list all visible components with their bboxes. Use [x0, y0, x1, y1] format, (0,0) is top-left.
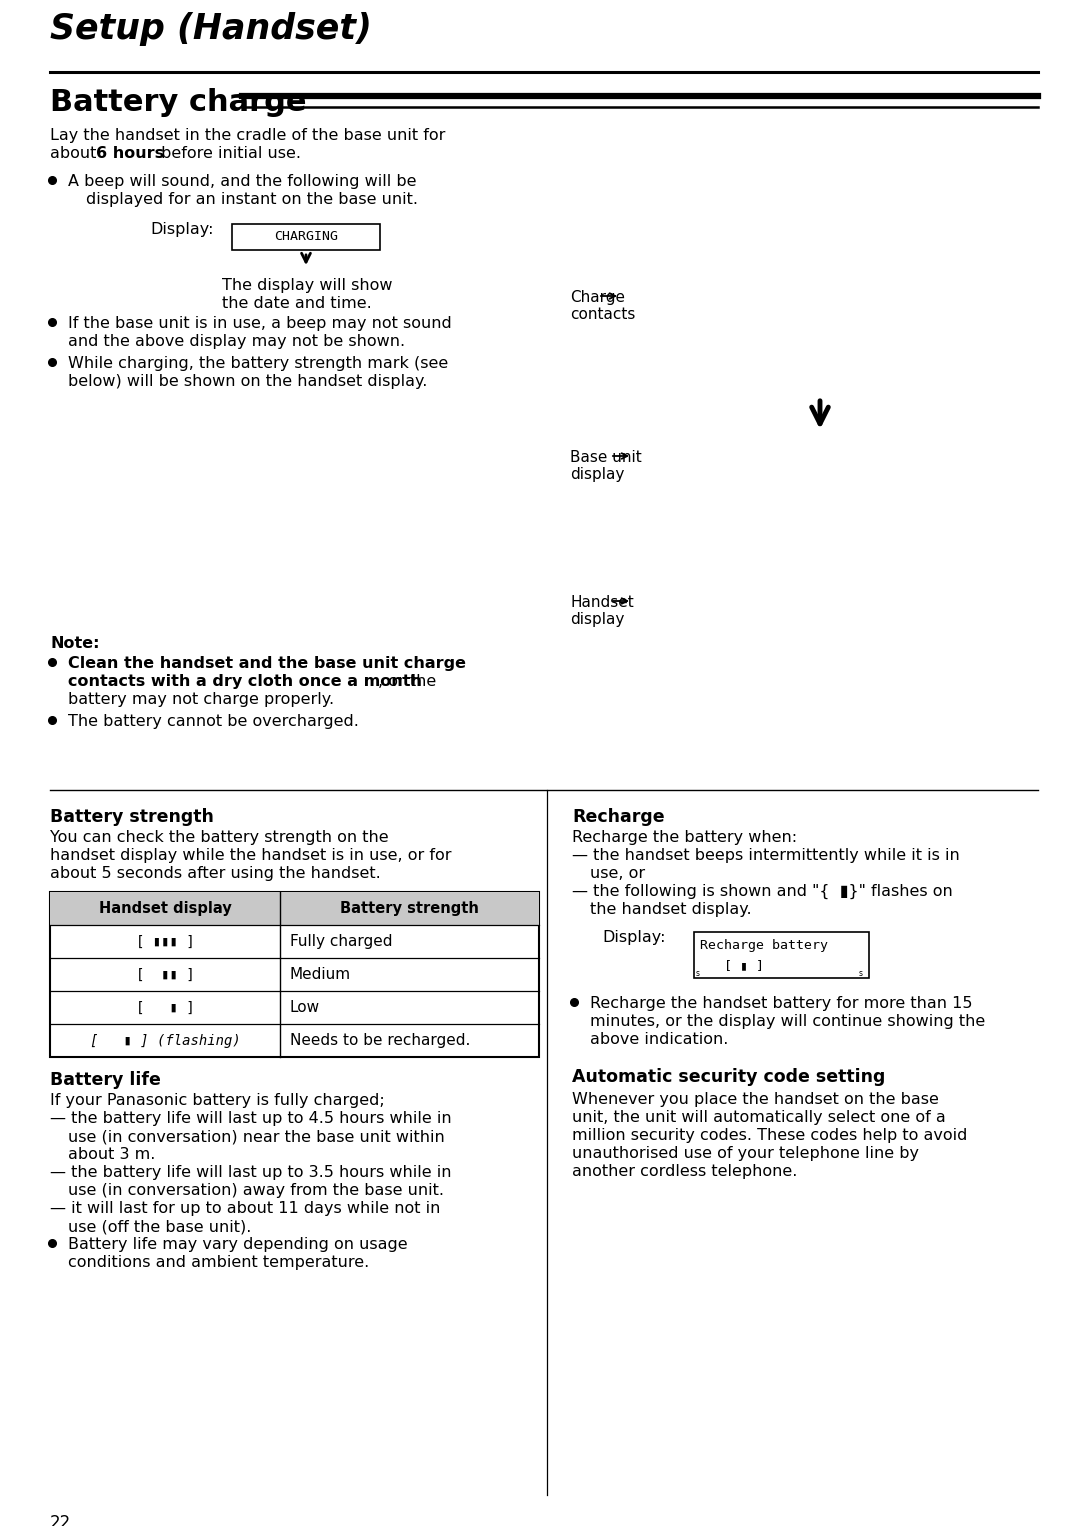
Text: — the following is shown and "{  ▮}" flashes on: — the following is shown and "{ ▮}" flas… — [572, 884, 953, 899]
Text: and the above display may not be shown.: and the above display may not be shown. — [68, 334, 405, 349]
Text: Low: Low — [289, 1000, 320, 1015]
Text: If the base unit is in use, a beep may not sound: If the base unit is in use, a beep may n… — [68, 316, 451, 331]
Text: Battery strength: Battery strength — [340, 900, 478, 916]
Text: You can check the battery strength on the: You can check the battery strength on th… — [50, 830, 389, 845]
Bar — [694, 932, 869, 978]
Text: conditions and ambient temperature.: conditions and ambient temperature. — [68, 1254, 369, 1270]
Text: [   ▮ ]: [ ▮ ] — [136, 1001, 194, 1015]
Bar — [232, 224, 380, 250]
Text: another cordless telephone.: another cordless telephone. — [572, 1164, 797, 1180]
Text: Handset display: Handset display — [98, 900, 231, 916]
Text: Recharge the battery when:: Recharge the battery when: — [572, 830, 797, 845]
Text: Recharge battery: Recharge battery — [700, 940, 828, 952]
Text: the date and time.: the date and time. — [222, 296, 372, 311]
Text: Base unit
display: Base unit display — [570, 450, 642, 482]
Text: below) will be shown on the handset display.: below) will be shown on the handset disp… — [68, 374, 428, 389]
Text: Setup (Handset): Setup (Handset) — [50, 12, 372, 46]
Text: Whenever you place the handset on the base: Whenever you place the handset on the ba… — [572, 1093, 939, 1106]
Text: Lay the handset in the cradle of the base unit for: Lay the handset in the cradle of the bas… — [50, 128, 445, 143]
Text: Medium: Medium — [289, 967, 351, 983]
Text: use, or: use, or — [590, 865, 645, 881]
Text: use (in conversation) near the base unit within: use (in conversation) near the base unit… — [68, 1129, 445, 1144]
Text: [ ▮▮▮ ]: [ ▮▮▮ ] — [136, 934, 194, 949]
Text: about 5 seconds after using the handset.: about 5 seconds after using the handset. — [50, 865, 381, 881]
Text: s: s — [696, 969, 700, 978]
Text: Display:: Display: — [602, 929, 665, 945]
Text: While charging, the battery strength mark (see: While charging, the battery strength mar… — [68, 356, 448, 371]
Text: — it will last for up to about 11 days while not in: — it will last for up to about 11 days w… — [50, 1201, 441, 1216]
Bar — [50, 893, 539, 925]
Text: Note:: Note: — [50, 636, 99, 652]
Text: displayed for an instant on the base unit.: displayed for an instant on the base uni… — [86, 192, 418, 208]
Text: , or the: , or the — [378, 674, 436, 690]
Text: [ ▮ ]: [ ▮ ] — [724, 960, 764, 972]
Text: Display:: Display: — [150, 221, 214, 237]
Text: Handset
display: Handset display — [570, 595, 634, 627]
Text: s: s — [859, 969, 863, 978]
Text: — the battery life will last up to 4.5 hours while in: — the battery life will last up to 4.5 h… — [50, 1111, 451, 1126]
Text: The display will show: The display will show — [222, 278, 392, 293]
Text: unauthorised use of your telephone line by: unauthorised use of your telephone line … — [572, 1146, 919, 1161]
Text: 22: 22 — [50, 1514, 71, 1526]
Text: use (off the base unit).: use (off the base unit). — [68, 1219, 252, 1235]
Text: 6 hours: 6 hours — [96, 146, 164, 162]
Text: about: about — [50, 146, 102, 162]
Text: Battery life: Battery life — [50, 1071, 161, 1090]
Text: [   ▮ ] (flashing): [ ▮ ] (flashing) — [90, 1033, 240, 1047]
Text: Battery strength: Battery strength — [50, 807, 214, 826]
Text: unit, the unit will automatically select one of a: unit, the unit will automatically select… — [572, 1109, 946, 1125]
Text: contacts with a dry cloth once a month: contacts with a dry cloth once a month — [68, 674, 422, 690]
Text: A beep will sound, and the following will be: A beep will sound, and the following wil… — [68, 174, 417, 189]
Text: battery may not charge properly.: battery may not charge properly. — [68, 691, 334, 707]
Text: Battery charge: Battery charge — [50, 89, 307, 118]
Text: before initial use.: before initial use. — [156, 146, 301, 162]
Text: Fully charged: Fully charged — [289, 934, 392, 949]
Text: the handset display.: the handset display. — [590, 902, 752, 917]
Text: minutes, or the display will continue showing the: minutes, or the display will continue sh… — [590, 1013, 985, 1029]
Text: The battery cannot be overcharged.: The battery cannot be overcharged. — [68, 714, 359, 729]
Text: Battery life may vary depending on usage: Battery life may vary depending on usage — [68, 1238, 407, 1251]
Bar — [50, 893, 539, 1058]
Text: Clean the handset and the base unit charge: Clean the handset and the base unit char… — [68, 656, 465, 671]
Text: — the handset beeps intermittently while it is in: — the handset beeps intermittently while… — [572, 848, 960, 864]
Text: CHARGING: CHARGING — [274, 230, 338, 244]
Text: Automatic security code setting: Automatic security code setting — [572, 1068, 886, 1087]
Text: handset display while the handset is in use, or for: handset display while the handset is in … — [50, 848, 451, 864]
Text: Needs to be recharged.: Needs to be recharged. — [289, 1033, 470, 1048]
Text: Charge
contacts: Charge contacts — [570, 290, 635, 322]
Text: Recharge the handset battery for more than 15: Recharge the handset battery for more th… — [590, 996, 972, 1012]
Text: If your Panasonic battery is fully charged;: If your Panasonic battery is fully charg… — [50, 1093, 384, 1108]
Text: Recharge: Recharge — [572, 807, 664, 826]
Text: — the battery life will last up to 3.5 hours while in: — the battery life will last up to 3.5 h… — [50, 1164, 451, 1180]
Text: [  ▮▮ ]: [ ▮▮ ] — [136, 967, 194, 981]
Text: use (in conversation) away from the base unit.: use (in conversation) away from the base… — [68, 1183, 444, 1198]
Text: million security codes. These codes help to avoid: million security codes. These codes help… — [572, 1128, 968, 1143]
Text: above indication.: above indication. — [590, 1032, 728, 1047]
Text: about 3 m.: about 3 m. — [68, 1148, 156, 1161]
